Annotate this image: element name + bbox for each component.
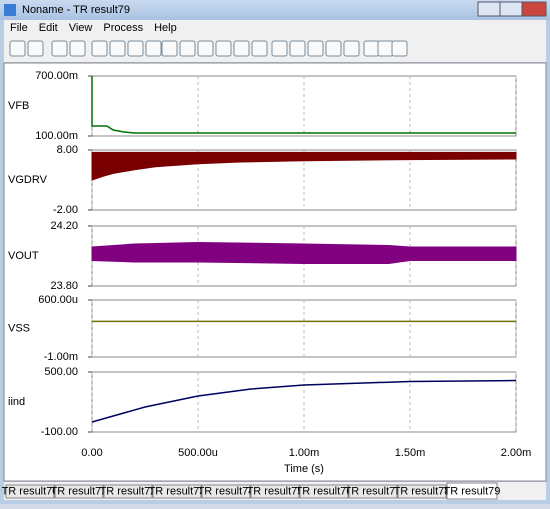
y-tick-label: 24.20 xyxy=(50,220,78,232)
tab[interactable] xyxy=(201,484,251,499)
toolbar-button[interactable] xyxy=(69,40,86,57)
toolbar-button[interactable] xyxy=(179,40,196,57)
y-tick-label: 8.00 xyxy=(57,144,78,156)
toolbar-button[interactable] xyxy=(127,40,144,57)
window-title: Noname - TR result79 xyxy=(22,4,130,16)
tab[interactable] xyxy=(5,484,55,499)
tab-label[interactable]: TR result77 xyxy=(345,485,402,497)
tab-label[interactable]: TR result70 xyxy=(2,485,59,497)
tab[interactable] xyxy=(152,484,202,499)
y-tick-label: 500.00 xyxy=(44,366,78,378)
x-tick-label: 1.00m xyxy=(289,447,320,459)
y-tick-label: 700.00m xyxy=(35,70,78,82)
tab-label[interactable]: TR result72 xyxy=(100,485,157,497)
toolbar-button[interactable] xyxy=(391,40,408,57)
trace-band xyxy=(91,151,517,181)
app-icon xyxy=(4,4,16,16)
toolbar-button[interactable] xyxy=(27,40,44,57)
x-tick-label: 0.00 xyxy=(81,447,102,459)
toolbar-button[interactable] xyxy=(145,40,162,57)
menu-item[interactable]: Help xyxy=(154,22,177,34)
tab-label[interactable]: TR result76 xyxy=(296,485,353,497)
toolbar-button[interactable] xyxy=(343,40,360,57)
menu-item[interactable]: File xyxy=(10,22,28,34)
tab-label[interactable]: TR result74 xyxy=(198,485,255,497)
minimize-button[interactable] xyxy=(477,1,501,17)
toolbar-button[interactable] xyxy=(91,40,108,57)
tab[interactable] xyxy=(299,484,349,499)
x-tick-label: 2.00m xyxy=(501,447,532,459)
tab-label[interactable]: TR result71 xyxy=(51,485,108,497)
tab-label[interactable]: TR result73 xyxy=(149,485,206,497)
window-controls[interactable] xyxy=(477,1,547,17)
trace xyxy=(91,76,516,134)
toolbar-button[interactable] xyxy=(233,40,250,57)
plot-area xyxy=(3,62,547,482)
trace-name: VOUT xyxy=(8,250,39,262)
tab[interactable] xyxy=(103,484,153,499)
toolbar-button[interactable] xyxy=(363,40,380,57)
x-axis-label: Time (s) xyxy=(284,463,324,475)
toolbar-button[interactable] xyxy=(251,40,268,57)
trace xyxy=(91,379,517,423)
menu-item[interactable]: View xyxy=(69,22,93,34)
tab[interactable] xyxy=(250,484,300,499)
toolbar-button[interactable] xyxy=(51,40,68,57)
toolbar-button[interactable] xyxy=(377,40,394,57)
toolbar-button[interactable] xyxy=(215,40,232,57)
trace-band xyxy=(91,241,517,264)
y-tick-label: -1.00m xyxy=(44,351,78,363)
menu-item[interactable]: Edit xyxy=(39,22,58,34)
tab[interactable] xyxy=(446,482,498,500)
trace-name: VSS xyxy=(8,322,30,334)
y-tick-label: 23.80 xyxy=(50,280,78,292)
y-tick-label: 100.00m xyxy=(35,130,78,142)
trace-name: VFB xyxy=(8,100,29,112)
tab-label[interactable]: TR result78 xyxy=(394,485,451,497)
tab[interactable] xyxy=(54,484,104,499)
tab[interactable] xyxy=(397,484,447,499)
toolbar-button[interactable] xyxy=(271,40,288,57)
menu-bar xyxy=(4,20,546,35)
title-bar xyxy=(0,0,550,20)
tab-label[interactable]: TR result79 xyxy=(444,485,501,497)
toolbar-button[interactable] xyxy=(325,40,342,57)
tab-label[interactable]: TR result75 xyxy=(247,485,304,497)
toolbar-button[interactable] xyxy=(161,40,178,57)
trace-name: VGDRV xyxy=(8,174,48,186)
toolbar-button[interactable] xyxy=(109,40,126,57)
trace-name: iind xyxy=(8,396,25,408)
close-button[interactable] xyxy=(521,1,547,17)
y-tick-label: -100.00 xyxy=(41,426,78,438)
toolbar-button[interactable] xyxy=(289,40,306,57)
tab[interactable] xyxy=(348,484,398,499)
x-tick-label: 1.50m xyxy=(395,447,426,459)
toolbar-button[interactable] xyxy=(307,40,324,57)
y-tick-label: -2.00 xyxy=(53,204,78,216)
menu-item[interactable]: Process xyxy=(103,22,143,34)
maximize-button[interactable] xyxy=(499,1,523,17)
x-tick-label: 500.00u xyxy=(178,447,218,459)
y-tick-label: 600.00u xyxy=(38,294,78,306)
toolbar-button[interactable] xyxy=(197,40,214,57)
toolbar-button[interactable] xyxy=(9,40,26,57)
